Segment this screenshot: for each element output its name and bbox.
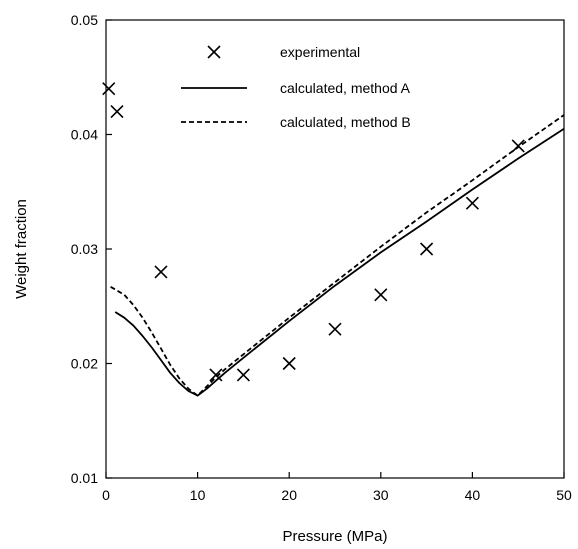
legend-marker-experimental: [207, 45, 221, 59]
data-point-experimental-stroke: [420, 242, 434, 256]
y-tick-label: 0.04: [71, 127, 98, 143]
x-tick-label: 50: [556, 487, 572, 503]
series-layer: [102, 82, 565, 397]
data-point-experimental: [420, 242, 434, 256]
data-point-experimental-stroke: [374, 288, 388, 302]
legend: experimental calculated, method A calculat…: [181, 44, 411, 130]
legend-label: experimental: [280, 44, 360, 60]
data-point-experimental: [511, 139, 525, 153]
data-point-experimental-stroke: [236, 368, 250, 382]
series-line-method-b: [110, 114, 565, 397]
data-point-experimental: [102, 82, 116, 96]
legend-marker-experimental-stroke: [207, 45, 221, 59]
y-axis-title: Weight fraction: [13, 199, 30, 299]
x-tick-label: 40: [465, 487, 481, 503]
data-point-experimental-stroke: [102, 82, 116, 96]
x-tick-label: 0: [102, 487, 110, 503]
legend-label: calculated, method B: [280, 114, 411, 130]
y-tick-label: 0.03: [71, 241, 98, 257]
ticks: 0 10 20 30 40 50 0.01 0.02 0.03 0.04 0.05: [71, 12, 572, 503]
data-point-experimental: [209, 368, 223, 382]
data-point-experimental-stroke: [209, 368, 223, 382]
data-point-experimental: [236, 368, 250, 382]
data-point-experimental: [110, 105, 124, 119]
legend-label: calculated, method A: [280, 80, 411, 96]
data-point-experimental: [154, 265, 168, 279]
data-point-experimental-stroke: [511, 139, 525, 153]
data-point-experimental-stroke: [154, 265, 168, 279]
data-point-experimental: [374, 288, 388, 302]
x-tick-label: 20: [281, 487, 297, 503]
x-axis-title: Pressure (MPa): [282, 528, 387, 545]
y-tick-label: 0.01: [71, 470, 98, 486]
data-point-experimental: [465, 196, 479, 210]
data-point-experimental-stroke: [282, 356, 296, 371]
data-point-experimental-stroke: [110, 105, 124, 119]
x-tick-label: 30: [373, 487, 389, 503]
x-tick-label: 10: [190, 487, 206, 503]
data-point-experimental: [282, 356, 296, 371]
data-point-experimental: [328, 322, 342, 336]
series-line-method-a: [114, 128, 565, 397]
data-point-experimental-stroke: [328, 322, 342, 336]
data-point-experimental-stroke: [465, 196, 479, 210]
y-tick-label: 0.05: [71, 12, 98, 28]
y-tick-label: 0.02: [71, 356, 98, 372]
